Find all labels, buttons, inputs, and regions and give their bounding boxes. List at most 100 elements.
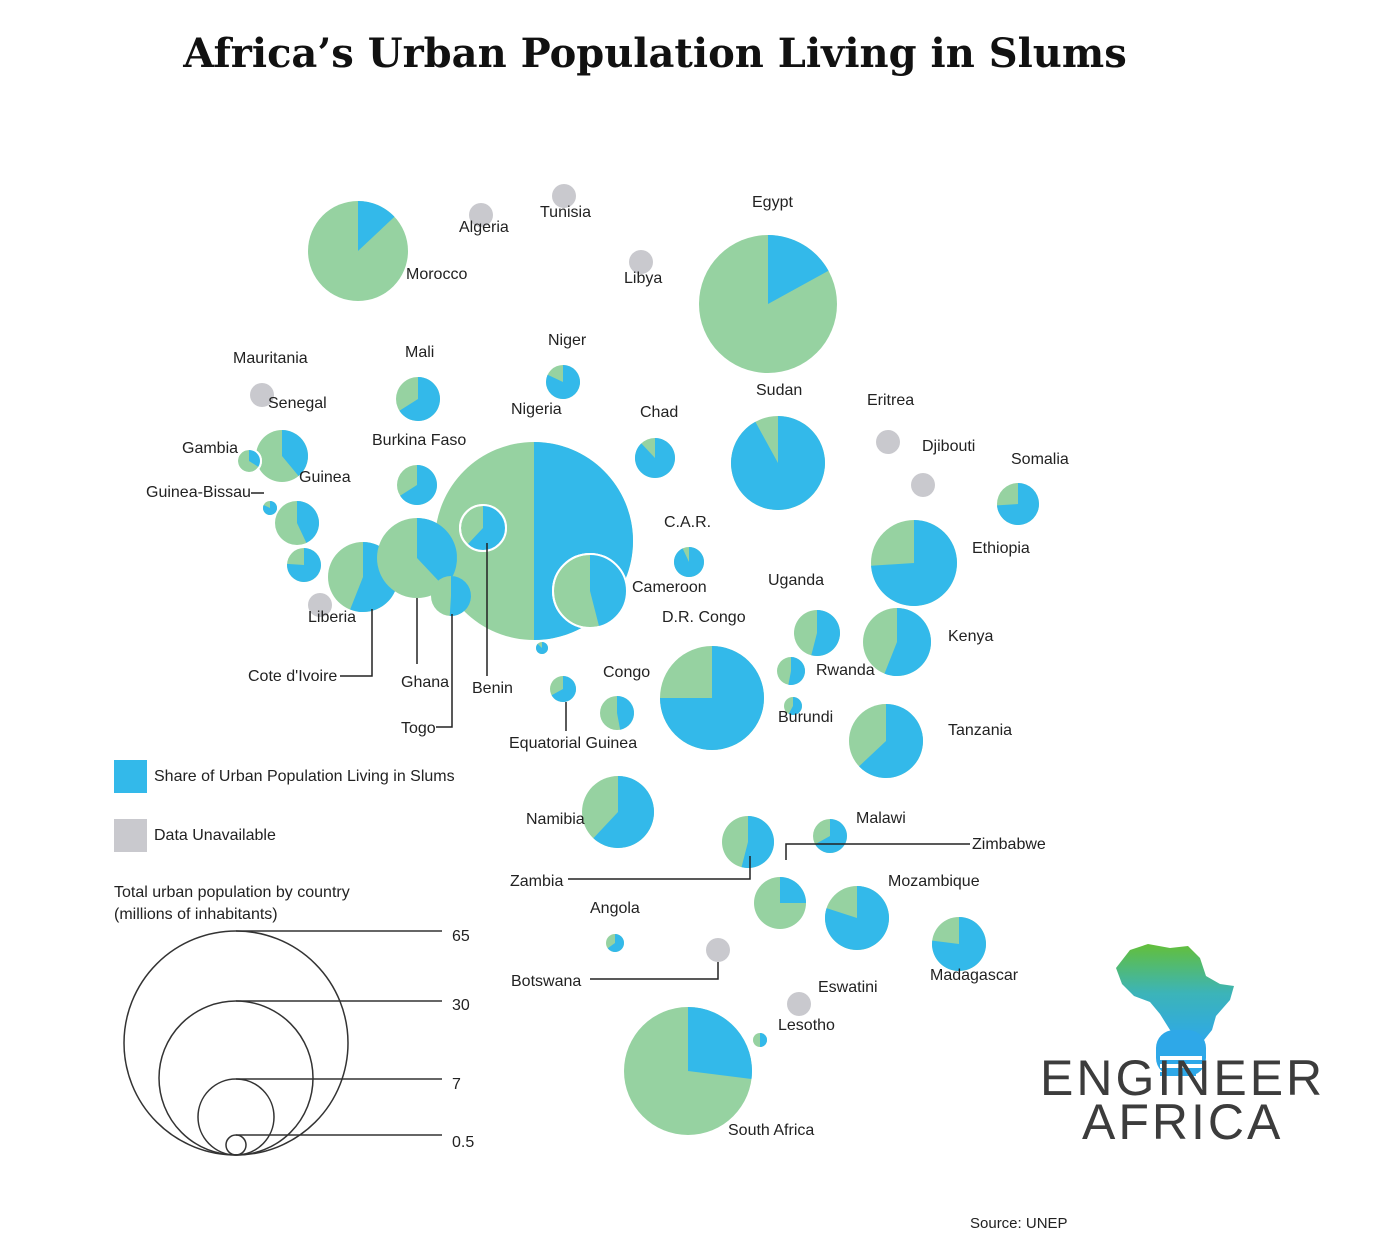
leader-line-togo [436,614,453,728]
size-legend-circle-05 [225,1134,247,1156]
bubble-cameroon [552,553,628,629]
country-label-uganda: Uganda [768,572,824,589]
bubble-liberia [308,593,332,617]
bubble-tanzania [849,704,924,778]
bubble-unavailable-liberia [308,593,332,617]
bubble-c-a-r [674,547,705,577]
slice-slum-lesotho [760,1033,767,1047]
country-label-equatorial-guinea: Equatorial Guinea [509,735,637,752]
legend-label-unavailable: Data Unavailable [154,826,276,844]
country-label-c-a-r: C.A.R. [664,514,711,531]
bubble-unavailable-libya [629,250,653,274]
country-label-guinea-bissau: Guinea-Bissau [146,484,251,501]
country-label-algeria: Algeria [459,219,509,236]
size-legend-label-65: 65 [452,928,470,945]
bubble-mozambique [825,886,890,950]
slice-slum-zimbabwe [780,877,806,903]
legend-swatch-slum [114,760,147,793]
bubble-kenya [863,608,932,676]
slice-slum-ghana [417,518,457,588]
country-label-cote-d-ivoire: Cote d'Ivoire [248,668,337,685]
slice-slum-rwanda [788,657,806,686]
slice-slum-niger [546,365,581,400]
slice-slum-morocco [358,201,395,251]
slice-slum-burundi [788,697,802,715]
bulb-stripe [1160,1072,1196,1076]
bubble-sudan [730,416,825,511]
bubble-unavailable-algeria [469,203,493,227]
bubble-ethiopia [871,520,957,606]
slice-slum-congo [617,696,635,730]
slice-slum-sierra-leone [286,548,321,583]
slice-slum-c-a-r [674,547,705,577]
bubble-eritrea [876,430,900,454]
slice-slum-uganda [811,610,840,657]
slice-slum-sudan [730,416,825,511]
country-label-ethiopia: Ethiopia [972,540,1030,557]
bubble-unavailable-mauritania [250,383,274,407]
country-label-ghana: Ghana [401,674,449,691]
bubble-outline [236,448,262,474]
country-label-mozambique: Mozambique [888,873,980,890]
slice-slum-mozambique [825,886,890,950]
leader-line-botswana [590,962,719,980]
bubble-gambia [236,448,262,474]
size-legend: 65 30 7 0.5 [123,928,474,1156]
chart-title: Africa’s Urban Population Living in Slum… [183,30,1127,77]
country-label-djibouti: Djibouti [922,438,975,455]
country-label-mali: Mali [405,344,434,361]
country-label-tanzania: Tanzania [948,722,1012,739]
bubble-djibouti [911,473,935,497]
country-label-tunisia: Tunisia [540,204,591,221]
slice-slum-equatorial-guinea [551,676,577,703]
size-legend-circle-65 [123,930,349,1156]
bubble-mali [396,377,440,421]
country-label-burkina-faso: Burkina Faso [372,432,466,449]
slice-slum-south-africa [688,1007,753,1080]
bubble-somalia [997,483,1039,525]
bubble-unavailable-djibouti [911,473,935,497]
slice-slum-egypt [768,235,829,304]
legend-item-slum: Share of Urban Population Living in Slum… [114,760,455,793]
bubble-namibia [582,776,655,849]
bubble-togo [431,576,472,617]
slice-slum-angola [607,934,625,953]
bubble-madagascar [931,917,986,971]
bubble-unavailable-botswana [706,938,730,962]
bubble-guinea-bissau [263,500,278,516]
bubble-lesotho [753,1033,767,1047]
bubble-sierra-leone [286,548,321,583]
country-label-kenya: Kenya [948,628,993,645]
legend-label-slum: Share of Urban Population Living in Slum… [154,767,455,785]
country-label-egypt: Egypt [752,194,793,211]
bubble-chad [635,438,676,478]
bubble-d-r-congo [660,646,764,750]
bubble-botswana [706,938,730,962]
country-label-nigeria: Nigeria [511,401,562,418]
bubble-tunisia [552,184,576,208]
country-label-malawi: Malawi [856,810,906,827]
bubble-angola [606,934,625,953]
bubble-outline [459,504,507,552]
logo-wordmark-africa: AFRICA [1082,1094,1284,1150]
leader-line-zimbabwe [785,843,970,860]
country-label-eswatini: Eswatini [818,979,878,996]
country-label-madagascar: Madagascar [930,967,1019,984]
country-label-rwanda: Rwanda [816,662,875,679]
country-label-senegal: Senegal [268,395,327,412]
country-label-chad: Chad [640,404,678,421]
bubble-unavailable-eritrea [876,430,900,454]
country-label-south-africa: South Africa [728,1122,814,1139]
bubble-algeria [469,203,493,227]
legend-swatch-unavailable [114,819,147,852]
slice-slum-cameroon [590,554,628,627]
bubble-south-africa [624,1007,753,1135]
bubble-senegal [256,430,308,482]
bubble-burundi [784,697,802,715]
leader-line-cote-d-ivoire [340,609,373,677]
bubble-mauritania [250,383,274,407]
bubble-egypt [699,235,837,373]
bubble-outline [552,553,628,629]
slice-slum-guinea-bissau [263,500,278,516]
